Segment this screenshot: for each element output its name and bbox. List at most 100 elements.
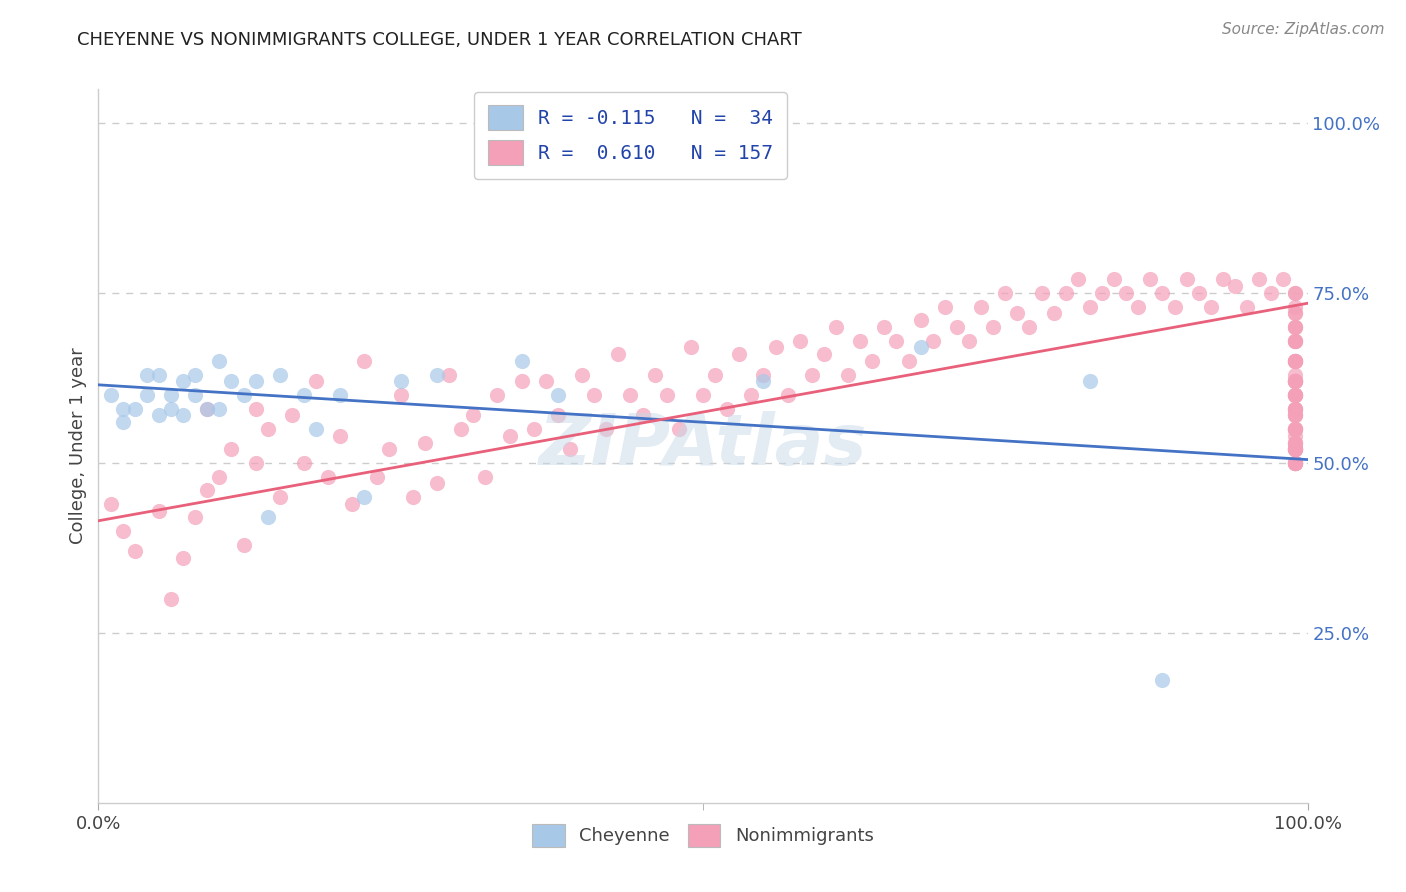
Text: CHEYENNE VS NONIMMIGRANTS COLLEGE, UNDER 1 YEAR CORRELATION CHART: CHEYENNE VS NONIMMIGRANTS COLLEGE, UNDER…: [77, 31, 801, 49]
Point: [1249, 272, 1271, 286]
Point: [1284, 375, 1306, 389]
Point: [1284, 300, 1306, 314]
Point: [1284, 334, 1306, 348]
Text: ZIPAtlas: ZIPAtlas: [538, 411, 868, 481]
Point: [498, 429, 520, 443]
Point: [1284, 388, 1306, 402]
Point: [1284, 456, 1306, 470]
Point: [1284, 401, 1306, 416]
Point: [111, 415, 134, 429]
Point: [1284, 435, 1306, 450]
Point: [534, 375, 557, 389]
Point: [873, 320, 896, 334]
Point: [946, 320, 969, 334]
Point: [1284, 375, 1306, 389]
Point: [1175, 272, 1198, 286]
Point: [860, 354, 883, 368]
Point: [1284, 354, 1306, 368]
Point: [1284, 409, 1306, 423]
Point: [1115, 286, 1137, 301]
Point: [547, 409, 569, 423]
Point: [221, 375, 243, 389]
Point: [342, 497, 364, 511]
Point: [160, 591, 183, 606]
Point: [1284, 320, 1306, 334]
Point: [607, 347, 630, 361]
Point: [1284, 401, 1306, 416]
Point: [1284, 306, 1306, 320]
Point: [1284, 435, 1306, 450]
Point: [160, 401, 183, 416]
Point: [245, 401, 267, 416]
Point: [886, 334, 908, 348]
Point: [1284, 354, 1306, 368]
Point: [232, 388, 254, 402]
Point: [1284, 334, 1306, 348]
Point: [245, 375, 267, 389]
Point: [1284, 442, 1306, 457]
Point: [813, 347, 835, 361]
Point: [389, 388, 412, 402]
Point: [316, 469, 339, 483]
Point: [184, 510, 207, 524]
Point: [981, 320, 1004, 334]
Point: [1284, 442, 1306, 457]
Point: [1284, 422, 1306, 436]
Point: [1284, 334, 1306, 348]
Point: [1284, 409, 1306, 423]
Point: [728, 347, 751, 361]
Point: [1284, 375, 1306, 389]
Point: [377, 442, 399, 457]
Point: [776, 388, 799, 402]
Point: [1284, 456, 1306, 470]
Point: [1018, 320, 1040, 334]
Point: [1284, 456, 1306, 470]
Y-axis label: College, Under 1 year: College, Under 1 year: [69, 348, 87, 544]
Point: [1284, 388, 1306, 402]
Point: [269, 368, 291, 382]
Point: [1042, 306, 1064, 320]
Point: [1078, 375, 1101, 389]
Point: [1054, 286, 1077, 301]
Point: [100, 497, 122, 511]
Point: [353, 354, 375, 368]
Point: [740, 388, 762, 402]
Point: [1152, 286, 1174, 301]
Point: [523, 422, 546, 436]
Point: [172, 551, 194, 566]
Point: [124, 401, 146, 416]
Point: [1152, 673, 1174, 688]
Point: [172, 375, 194, 389]
Point: [1284, 435, 1306, 450]
Point: [1236, 300, 1258, 314]
Point: [269, 490, 291, 504]
Point: [450, 422, 472, 436]
Point: [1284, 401, 1306, 416]
Point: [221, 442, 243, 457]
Point: [1128, 300, 1150, 314]
Point: [789, 334, 811, 348]
Point: [1284, 368, 1306, 382]
Point: [1139, 272, 1161, 286]
Point: [1272, 272, 1295, 286]
Point: [644, 368, 666, 382]
Point: [208, 354, 231, 368]
Point: [256, 422, 278, 436]
Point: [1284, 456, 1306, 470]
Point: [1284, 320, 1306, 334]
Point: [426, 476, 449, 491]
Point: [1067, 272, 1090, 286]
Point: [547, 388, 569, 402]
Point: [994, 286, 1017, 301]
Point: [474, 469, 496, 483]
Text: Source: ZipAtlas.com: Source: ZipAtlas.com: [1222, 22, 1385, 37]
Point: [486, 388, 509, 402]
Legend: Cheyenne, Nonimmigrants: Cheyenne, Nonimmigrants: [522, 814, 884, 858]
Point: [1223, 279, 1246, 293]
Point: [1284, 334, 1306, 348]
Point: [1078, 300, 1101, 314]
Point: [619, 388, 641, 402]
Point: [305, 375, 328, 389]
Point: [245, 456, 267, 470]
Point: [111, 401, 134, 416]
